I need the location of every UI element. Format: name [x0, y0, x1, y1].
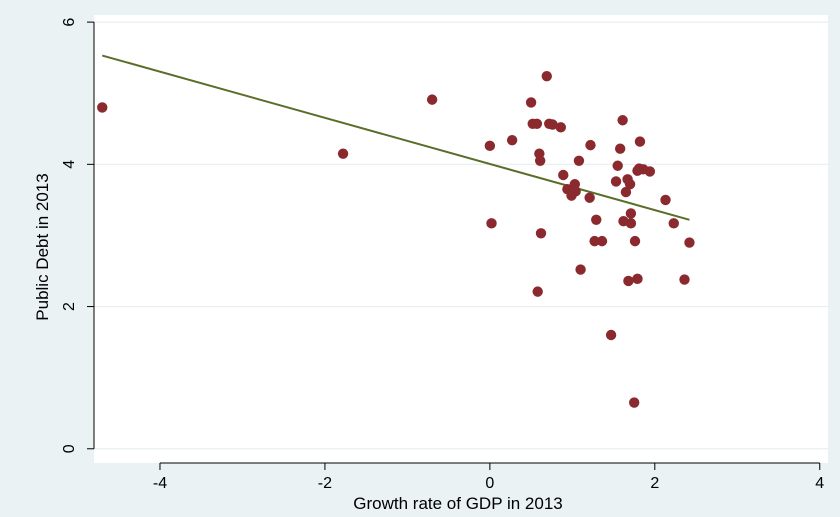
- data-point: [634, 136, 646, 147]
- data-point: [591, 214, 602, 225]
- x-tick-label: 0: [485, 475, 494, 492]
- grid-lines: [94, 21, 828, 450]
- data-point: [584, 192, 595, 203]
- data-point: [506, 134, 518, 146]
- y-tick-label: 2: [61, 302, 78, 311]
- data-point: [575, 264, 586, 275]
- data-point: [620, 186, 632, 198]
- data-point: [623, 275, 634, 287]
- plot-area: [94, 15, 828, 463]
- x-tick-label: 2: [650, 475, 659, 492]
- fit-line-group: [101, 54, 690, 221]
- data-point: [625, 218, 637, 229]
- data-point: [644, 166, 656, 177]
- data-point: [605, 329, 617, 341]
- x-tick-label: 4: [815, 475, 824, 492]
- data-point: [624, 179, 636, 190]
- data-point: [668, 218, 679, 229]
- data-point: [617, 115, 628, 126]
- data-point: [486, 218, 497, 229]
- x-axis-title: Growth rate of GDP in 2013: [353, 494, 562, 513]
- data-point: [535, 228, 547, 239]
- data-point: [337, 148, 349, 159]
- data-point: [585, 139, 596, 151]
- data-point: [573, 155, 585, 166]
- x-tick-label: -4: [153, 475, 167, 492]
- data-point: [558, 169, 569, 181]
- data-point: [541, 70, 552, 82]
- data-point: [532, 286, 543, 297]
- fit-line: [101, 54, 690, 221]
- data-point: [555, 122, 566, 133]
- points-group: [97, 70, 695, 408]
- data-point: [625, 208, 637, 219]
- data-point: [660, 194, 671, 206]
- data-point: [426, 94, 438, 105]
- data-point: [679, 274, 690, 285]
- y-tick-label: 6: [61, 18, 78, 27]
- y-tick-label: 0: [61, 444, 78, 453]
- data-point: [612, 160, 623, 171]
- data-point: [684, 237, 695, 248]
- y-tick-label: 4: [61, 160, 78, 169]
- axes: 0 2 4 6 -4 -2 0 2 4: [61, 18, 824, 492]
- x-tick-label: -2: [318, 475, 332, 492]
- data-point: [484, 140, 496, 152]
- y-axis-title: Public Debt in 2013: [33, 173, 52, 320]
- data-point: [610, 176, 622, 187]
- data-point: [596, 235, 608, 247]
- data-point: [628, 397, 640, 408]
- data-point: [570, 186, 581, 197]
- data-point: [531, 118, 543, 129]
- data-point: [97, 102, 108, 113]
- data-point: [547, 119, 558, 130]
- data-point: [525, 97, 537, 108]
- data-point: [589, 235, 600, 247]
- data-point: [629, 235, 641, 247]
- data-point: [632, 273, 643, 285]
- data-point: [534, 155, 546, 166]
- data-point: [614, 143, 626, 154]
